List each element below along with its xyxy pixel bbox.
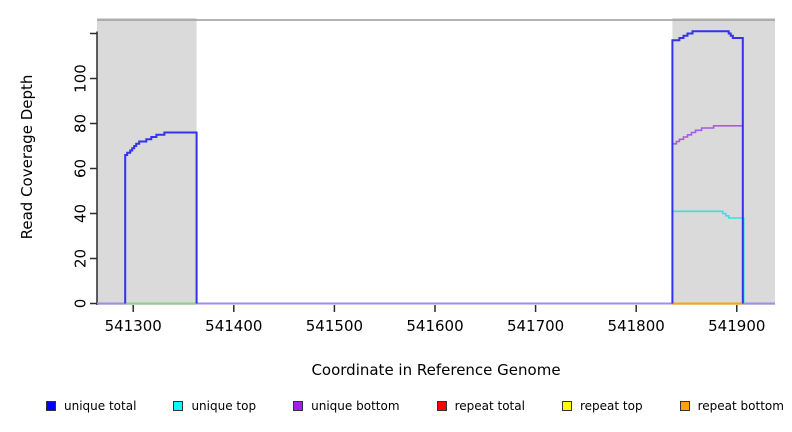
series-unique-top-right (671, 210, 745, 304)
y-tick-label: 40 (72, 204, 90, 223)
x-axis-title: Coordinate in Reference Genome (311, 361, 561, 379)
x-tick-label: 541600 (406, 317, 463, 335)
legend-label: repeat top (579, 399, 643, 413)
x-tick-label: 541300 (105, 317, 162, 335)
repeat-region-left (97, 18, 197, 305)
legend-swatch-repeat-top (561, 401, 572, 411)
y-tick-label: 60 (72, 159, 90, 178)
x-tick-label: 541500 (306, 317, 363, 335)
legend-item-repeat-bottom: repeat bottom (679, 399, 784, 413)
series-unique-bottom-right (671, 125, 744, 304)
legend-label: repeat bottom (697, 399, 784, 413)
legend-item-unique-total: unique total (46, 399, 136, 413)
y-axis-title: Read Coverage Depth (18, 74, 36, 240)
y-tick-label: 100 (72, 64, 90, 93)
legend-label: unique total (64, 399, 137, 413)
legend-item-unique-top: unique top (173, 399, 256, 413)
x-tick-label: 541800 (608, 317, 665, 335)
legend-swatch-repeat-bottom (679, 401, 690, 411)
legend-swatch-unique-top (173, 401, 184, 411)
series-unique-total-left (124, 131, 198, 304)
legend-label: unique bottom (311, 399, 400, 413)
repeat-region-right (672, 18, 775, 305)
y-tick-label: 20 (72, 249, 90, 268)
legend-swatch-unique-bottom (293, 401, 304, 411)
legend-label: unique top (191, 399, 257, 413)
y-tick-label: 80 (72, 114, 90, 133)
legend-item-repeat-top: repeat top (561, 399, 643, 413)
legend-swatch-repeat-total (436, 401, 447, 411)
legend-label: repeat total (454, 399, 525, 413)
x-tick-label: 541400 (205, 317, 262, 335)
x-tick-label: 541900 (708, 317, 765, 335)
y-tick-label: 0 (72, 299, 90, 309)
x-tick-label: 541700 (507, 317, 564, 335)
legend-item-repeat-total: repeat total (436, 399, 525, 413)
series-unique-total-right (671, 30, 744, 304)
legend-item-unique-bottom: unique bottom (293, 399, 400, 413)
legend-swatch-unique-total (46, 401, 56, 411)
chart-legend: unique total unique top unique bottom repea… (46, 399, 784, 413)
